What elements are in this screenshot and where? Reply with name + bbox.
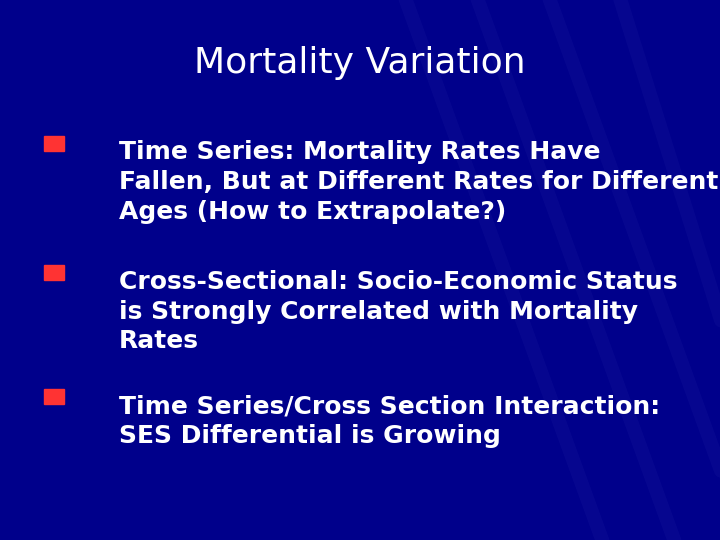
Text: Cross-Sectional: Socio-Economic Status
is Strongly Correlated with Mortality
Rat: Cross-Sectional: Socio-Economic Status i…	[119, 270, 678, 353]
Text: Time Series/Cross Section Interaction:
SES Differential is Growing: Time Series/Cross Section Interaction: S…	[119, 394, 660, 448]
Text: Time Series: Mortality Rates Have
Fallen, But at Different Rates for Different
A: Time Series: Mortality Rates Have Fallen…	[119, 140, 718, 224]
Bar	[44, 265, 64, 280]
Bar	[44, 136, 64, 151]
Text: Mortality Variation: Mortality Variation	[194, 46, 526, 80]
Bar	[44, 389, 64, 404]
